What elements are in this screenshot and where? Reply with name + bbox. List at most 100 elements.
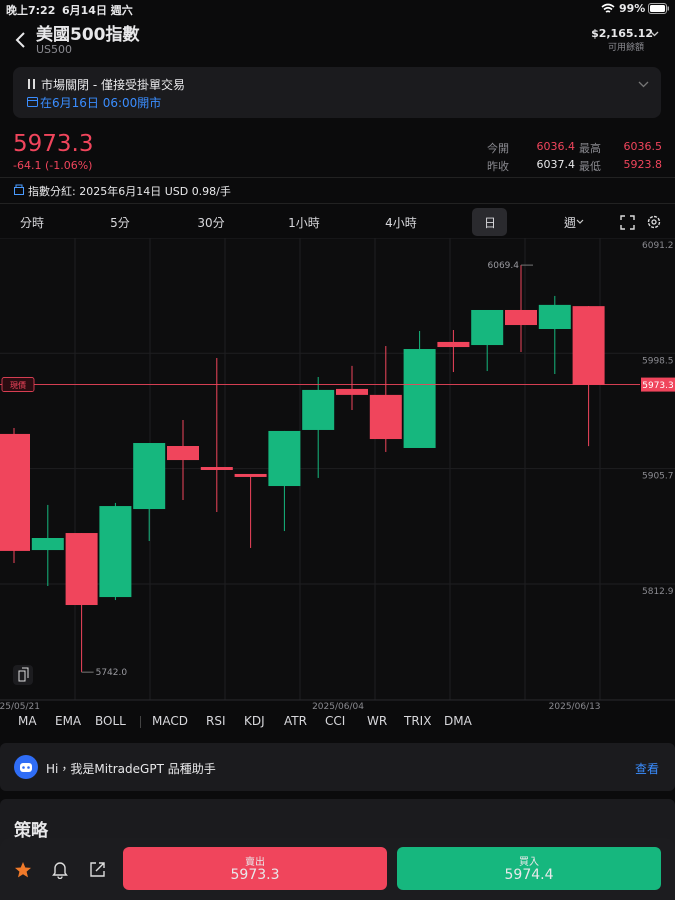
- divider: [0, 203, 675, 204]
- stat-value: 6037.4: [536, 158, 576, 171]
- divider: [0, 177, 675, 178]
- share-button[interactable]: [89, 861, 106, 878]
- assistant-avatar: [14, 755, 38, 779]
- assistant-panel[interactable]: [0, 743, 675, 791]
- indicator[interactable]: CCI: [325, 714, 346, 728]
- candle-body: [99, 506, 132, 598]
- indicator[interactable]: RSI: [206, 714, 226, 728]
- current-price-tag-label: 現價: [10, 381, 26, 390]
- current-price-axis-tag: [641, 377, 675, 392]
- candlestick-chart: 6091.2 5998.5 5905.7 5812.9 2025/05/21 2025/0…: [0, 238, 675, 712]
- candle-body: [403, 349, 436, 448]
- indicator[interactable]: WR: [367, 714, 388, 728]
- back-button[interactable]: [14, 31, 28, 49]
- annotation-label: 6069.4: [488, 261, 520, 271]
- pause-icon: [28, 79, 35, 89]
- favorite-button[interactable]: [14, 861, 32, 879]
- candle-body: [167, 445, 199, 461]
- balance-chevron: [650, 31, 659, 37]
- candle-body: [471, 309, 504, 346]
- stat-label: 今開: [487, 142, 509, 155]
- last-price: 5973.3: [13, 131, 94, 157]
- price-change: -64.1 (-1.06%): [13, 159, 93, 172]
- x-tick-label: 2025/05/21: [0, 702, 40, 712]
- assistant-link[interactable]: 查看: [635, 762, 660, 776]
- indicator[interactable]: MA: [18, 714, 37, 728]
- wifi-icon: [601, 3, 615, 13]
- timeframe-tab[interactable]: 5分: [110, 216, 130, 230]
- current-price-axis-label: 5973.3: [642, 381, 674, 391]
- indicator[interactable]: TRIX: [404, 714, 432, 728]
- fullscreen-button[interactable]: [620, 215, 635, 230]
- market-banner[interactable]: [13, 67, 661, 118]
- stat-value: 6036.5: [623, 140, 663, 153]
- buy-label: 買入: [519, 857, 539, 868]
- alert-button[interactable]: [52, 861, 68, 879]
- status-time: 晚上7:22: [6, 4, 56, 17]
- timeframe-tab[interactable]: 1小時: [288, 216, 320, 230]
- indicator[interactable]: MACD: [152, 714, 188, 728]
- y-tick-label: 5998.5: [642, 356, 674, 366]
- strategy-title: 策略: [14, 821, 48, 841]
- indicator[interactable]: ATR: [284, 714, 307, 728]
- calendar-icon: [27, 97, 38, 107]
- timeframe-tab[interactable]: 日: [483, 216, 496, 230]
- balance[interactable]: $2,165.12: [591, 27, 653, 40]
- timeframe-tab[interactable]: 週: [563, 216, 576, 230]
- balance-label: 可用餘額: [607, 43, 644, 53]
- sell-button[interactable]: [123, 847, 387, 890]
- indicator[interactable]: BOLL: [95, 714, 126, 728]
- candle-body: [437, 341, 470, 348]
- draw-tool-icon: [18, 667, 29, 682]
- candle-body: [65, 533, 98, 606]
- candle-body: [572, 306, 605, 385]
- candle-body: [31, 538, 64, 551]
- open-time: 在6月16日 06:00開市: [40, 96, 162, 110]
- indicator[interactable]: KDJ: [244, 714, 265, 728]
- candle-body: [302, 389, 335, 430]
- settings-button[interactable]: [646, 214, 662, 230]
- candle-body: [369, 394, 402, 440]
- y-tick-label: 5905.7: [642, 472, 674, 482]
- timeframe-tab[interactable]: 分時: [19, 216, 44, 230]
- y-tick-label: 5812.9: [642, 587, 674, 597]
- candle-body: [133, 443, 166, 510]
- banner-chevron: [638, 81, 649, 88]
- y-tick-label: 6091.2: [642, 241, 674, 251]
- candle-body: [538, 304, 571, 330]
- current-price-tag: [1, 377, 35, 392]
- x-tick-label: 2025/06/04: [312, 702, 364, 712]
- week-chevron: [576, 219, 584, 224]
- battery-level: 99%: [619, 2, 646, 15]
- stat-label: 最低: [579, 160, 601, 173]
- assistant-greeting: Hi，我是MitradeGPT 品種助手: [46, 762, 216, 776]
- page-title: 美國500指數: [36, 25, 140, 45]
- stat-label: 最高: [579, 142, 601, 155]
- indicator[interactable]: EMA: [55, 714, 82, 728]
- stat-label: 昨收: [487, 160, 509, 173]
- sell-label: 賣出: [245, 857, 265, 868]
- buy-button[interactable]: [397, 847, 661, 890]
- candle-body: [0, 433, 30, 551]
- timeframe-tab[interactable]: 4小時: [385, 216, 417, 230]
- dividend-info: 指數分紅: 2025年6月14日 USD 0.98/手: [28, 185, 231, 198]
- stat-value: 6036.4: [536, 140, 576, 153]
- stat-value: 5923.8: [623, 158, 663, 171]
- separator: [140, 716, 141, 728]
- candle-body: [200, 467, 233, 470]
- timeframe-tab[interactable]: 30分: [197, 216, 225, 230]
- battery-icon: [648, 3, 669, 14]
- annotation-label: 5742.0: [96, 668, 128, 678]
- symbol: US500: [36, 43, 73, 56]
- candle-body: [505, 309, 537, 326]
- candle-body: [268, 430, 301, 487]
- dividend-icon: [14, 184, 24, 195]
- buy-price: 5974.4: [504, 867, 554, 883]
- x-tick-label: 2025/06/13: [549, 702, 601, 712]
- tab-selected-bg: [472, 208, 507, 236]
- market-status: 市場關閉 - 僅接受掛單交易: [41, 78, 185, 92]
- indicator[interactable]: DMA: [444, 714, 472, 728]
- status-date: 6月14日 週六: [62, 4, 133, 17]
- candle-body: [234, 473, 267, 477]
